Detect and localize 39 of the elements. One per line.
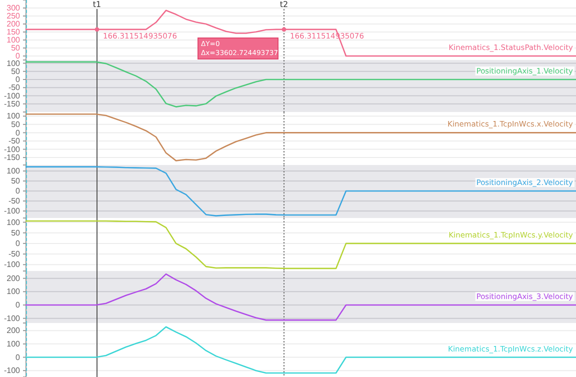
y-tick-label: 0 xyxy=(16,186,21,196)
y-tick-label: -50 xyxy=(8,136,21,146)
y-tick-label: 100 xyxy=(6,339,21,348)
y-tick-label: 150 xyxy=(6,28,21,37)
y-tick-label: 100 xyxy=(6,218,21,227)
y-tick-label: -100 xyxy=(4,91,21,100)
y-tick-label: 0 xyxy=(16,300,21,310)
y-tick-label: 0 xyxy=(16,352,21,362)
y-tick-label: 200 xyxy=(6,274,21,283)
y-tick-label: -50 xyxy=(8,83,21,92)
y-tick-label: 200 xyxy=(6,326,21,336)
y-tick-label: 100 xyxy=(6,287,21,296)
y-tick-label: 50 xyxy=(11,66,21,76)
annotation: t1 xyxy=(92,0,102,9)
y-tick-label: 0 xyxy=(16,239,21,248)
y-tick-label: -100 xyxy=(4,206,21,216)
y-tick-label: -100 xyxy=(4,314,21,323)
y-tick-label: 0 xyxy=(16,75,21,84)
y-tick-label: 50 xyxy=(11,228,21,238)
y-tick-label: 100 xyxy=(6,166,21,176)
y-tick-label: -150 xyxy=(4,153,21,162)
y-tick-label: 200 xyxy=(6,20,21,29)
y-tick-label: 50 xyxy=(11,44,21,53)
y-tick-label: 50 xyxy=(11,176,21,186)
y-tick-label: 100 xyxy=(6,112,21,121)
y-tick-label: 300 xyxy=(6,4,21,13)
y-tick-label: 50 xyxy=(11,120,21,129)
y-tick-label: 100 xyxy=(6,58,21,68)
y-tick-label: 250 xyxy=(6,12,21,21)
y-tick-label: 0 xyxy=(16,52,21,61)
y-tick-label: -50 xyxy=(8,196,21,206)
annotation: t2 xyxy=(280,0,288,9)
y-tick-label: 0 xyxy=(16,128,21,138)
y-tick-label: -100 xyxy=(4,366,21,376)
y-tick-label: -100 xyxy=(4,144,21,154)
y-tick-label: -100 xyxy=(4,260,21,270)
y-tick-label: -50 xyxy=(8,250,21,259)
y-tick-label: 100 xyxy=(6,36,21,45)
y-tick-label: -150 xyxy=(4,99,21,108)
